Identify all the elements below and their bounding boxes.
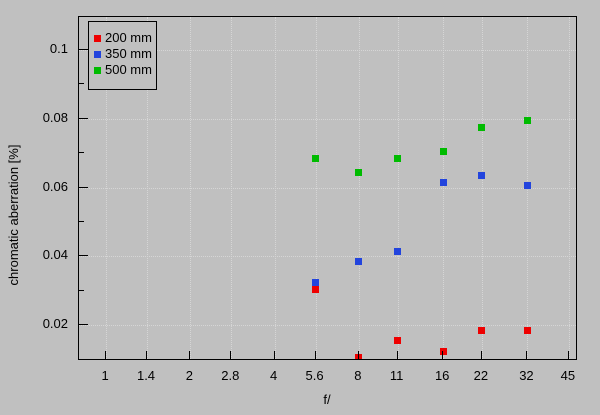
x-tick	[397, 351, 398, 360]
x-tick-label: 2	[185, 368, 193, 383]
x-tick	[315, 351, 316, 360]
data-point-500mm	[523, 117, 531, 125]
y-tick	[79, 324, 88, 325]
x-tick	[274, 351, 275, 360]
data-point-500mm	[478, 123, 486, 131]
y-minor-tick	[79, 290, 84, 291]
y-tick	[79, 187, 88, 188]
data-point-350mm	[312, 278, 320, 286]
grid-layer	[79, 17, 576, 359]
x-tick-label: 11	[389, 368, 404, 383]
data-point-200mm	[394, 337, 402, 345]
x-tick	[189, 351, 190, 360]
legend-label-200mm: 200 mm	[105, 30, 152, 45]
legend-item-200mm: 200 mm	[94, 30, 156, 46]
y-gridline	[79, 325, 576, 327]
y-tick-label: 0.1	[49, 41, 68, 57]
plot-area	[78, 16, 577, 360]
y-minor-tick	[79, 152, 84, 153]
y-tick-label: 0.02	[42, 316, 68, 332]
data-point-350mm	[523, 182, 531, 190]
x-tick	[146, 351, 147, 360]
x-tick-label: 5.6	[305, 368, 324, 383]
legend: 200 mm 350 mm 500 mm	[88, 21, 157, 90]
x-tick	[230, 351, 231, 360]
legend-label-350mm: 350 mm	[105, 46, 152, 61]
y-gridline	[79, 256, 576, 258]
legend-swatch-red-icon	[94, 34, 101, 42]
legend-item-350mm: 350 mm	[94, 46, 156, 62]
legend-swatch-blue-icon	[94, 50, 101, 58]
y-gridline	[79, 187, 576, 189]
x-tick-label: 2.8	[221, 368, 240, 383]
data-point-350mm	[439, 178, 447, 186]
data-point-500mm	[394, 154, 402, 162]
legend-label-500mm: 500 mm	[105, 62, 152, 77]
x-tick-label: 32	[519, 368, 534, 383]
y-tick-label: 0.06	[42, 178, 68, 194]
x-tick-label: 16	[434, 368, 450, 383]
x-tick	[358, 351, 359, 360]
y-tick	[79, 49, 88, 50]
y-axis-title: chromatic aberration [%]	[6, 144, 21, 286]
y-minor-tick	[79, 83, 84, 84]
legend-swatch-green-icon	[94, 66, 101, 74]
x-tick	[526, 351, 527, 360]
x-tick-label: 4	[270, 368, 278, 383]
x-tick-label: 1	[101, 368, 109, 383]
y-minor-tick	[79, 221, 84, 222]
data-point-200mm	[439, 347, 447, 355]
x-tick-label: 1.4	[136, 368, 156, 383]
data-point-500mm	[355, 168, 363, 176]
x-tick-label: 45	[560, 368, 576, 383]
x-axis-title: f/	[323, 392, 331, 407]
y-gridline	[79, 118, 576, 120]
y-tick-label: 0.08	[42, 109, 68, 125]
data-point-200mm	[523, 326, 531, 334]
data-point-500mm	[439, 148, 447, 155]
x-tick	[105, 351, 106, 360]
x-tick-label: 8	[354, 368, 362, 383]
data-point-200mm	[312, 285, 320, 293]
x-tick	[442, 351, 443, 360]
points-layer	[79, 17, 576, 359]
y-tick-label: 0.04	[42, 247, 68, 263]
data-point-350mm	[478, 172, 486, 180]
y-tick	[79, 255, 88, 256]
x-tick	[568, 351, 569, 360]
data-point-350mm	[355, 258, 363, 266]
y-tick	[79, 118, 88, 119]
x-tick-label: 22	[473, 368, 489, 383]
data-point-350mm	[394, 247, 402, 255]
x-tick	[481, 351, 482, 360]
data-point-200mm	[478, 326, 486, 334]
y-gridline	[79, 50, 576, 52]
data-point-500mm	[312, 154, 320, 162]
legend-item-500mm: 500 mm	[94, 62, 156, 78]
